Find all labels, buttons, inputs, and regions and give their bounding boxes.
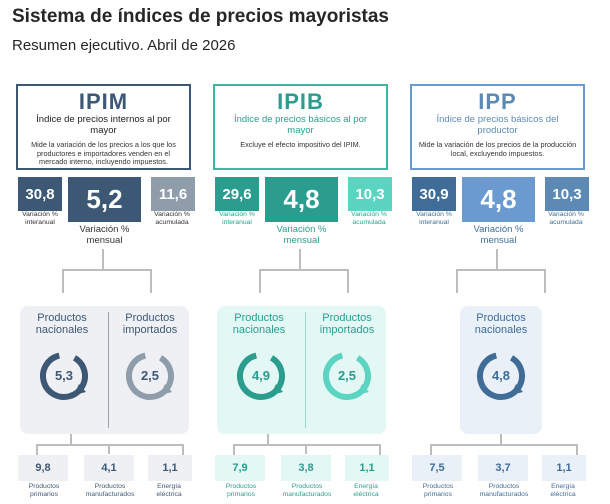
connector-line [299,249,301,269]
acumulada-label: Variación % acumulada [351,211,387,226]
page-subtitle: Resumen ejecutivo. Abril de 2026 [12,37,236,54]
connector-line [233,444,381,456]
index-subtitle: Índice de precios básicos al por mayor [233,114,368,136]
connector-line [500,434,502,444]
connector-line [108,444,110,454]
mensual-label: Variación % mensual [79,224,130,246]
breakdown-value: 1,1 [345,455,389,481]
ring-icon [126,352,174,400]
index-description: Mide la variación de los precios de la p… [418,140,577,158]
breakdown-value: 7,5 [412,455,462,481]
breakdown-label: Productos primarios [422,483,454,498]
breakdown-value: 4,1 [84,455,134,481]
mensual-value: 4,8 [462,177,535,222]
interanual-value: 30,8 [18,177,62,211]
connector-line [102,249,104,269]
index-name: IPIM [78,89,129,114]
breakdown-value: 7,9 [215,455,265,481]
connector-line [430,444,578,456]
connector-line [259,269,349,293]
index-description: Excluye el efecto impositivo del IPIM. [240,140,361,149]
breakdown-label: Productos manufacturados [85,483,135,498]
connector-line [305,444,307,454]
ipim-column: IPIM Índice de precios internos al por m… [14,84,197,504]
ipim-header-box: IPIM Índice de precios internos al por m… [16,84,191,170]
breakdown-label: Energía eléctrica [353,483,379,498]
index-name: IPP [478,89,517,114]
breakdown-label: Productos primarios [28,483,60,498]
group-value: 2,5 [140,368,160,383]
panel-divider [305,312,306,428]
acumulada-label: Variación % acumulada [154,211,190,226]
mensual-value: 5,2 [68,177,141,222]
ring-icon [477,352,525,400]
index-description: Mide la variación de los precios a los q… [31,140,176,167]
breakdown-value: 3,8 [281,455,331,481]
acumulada-label: Variación % acumulada [548,211,584,226]
breakdown-label: Productos manufacturados [479,483,529,498]
ring-icon [40,352,88,400]
breakdown-value: 9,8 [18,455,68,481]
products-panel: Productos nacionales 4,8 [460,306,542,434]
mensual-label: Variación % mensual [473,224,524,246]
connector-line [456,269,546,293]
connector-line [36,444,184,456]
interanual-label: Variación % interanual [219,211,255,226]
group-label: Productos nacionales [35,312,89,336]
connector-line [62,269,152,293]
breakdown-value: 1,1 [542,455,586,481]
mensual-label: Variación % mensual [276,224,327,246]
interanual-label: Variación % interanual [22,211,58,226]
group-label: Productos importados [122,312,178,336]
ipib-column: IPIB Índice de precios básicos al por ma… [211,84,394,504]
index-name: IPIB [277,89,324,114]
group-label: Productos nacionales [232,312,286,336]
group-value: 4,9 [251,368,271,383]
breakdown-label: Energía eléctrica [156,483,182,498]
mensual-value: 4,8 [265,177,338,222]
ipp-column: IPP Índice de precios básicos del produc… [408,84,591,504]
connector-line [496,249,498,269]
connector-line [267,434,269,444]
breakdown-value: 1,1 [148,455,192,481]
ipp-header-box: IPP Índice de precios básicos del produc… [410,84,585,170]
index-subtitle: Índice de precios básicos del productor [436,114,559,136]
interanual-value: 29,6 [215,177,259,211]
ring-icon [237,352,285,400]
connector-line [70,434,72,444]
products-panel: Productos nacionales Productos importado… [217,306,386,434]
group-value: 5,3 [54,368,74,383]
breakdown-label: Productos primarios [225,483,257,498]
group-label: Productos nacionales [474,312,528,336]
ring-icon [323,352,371,400]
panel-divider [108,312,109,428]
breakdown-label: Energía eléctrica [550,483,576,498]
group-value: 4,8 [491,368,511,383]
breakdown-label: Productos manufacturados [282,483,332,498]
breakdown-value: 3,7 [478,455,528,481]
acumulada-value: 10,3 [348,177,392,211]
ipib-header-box: IPIB Índice de precios básicos al por ma… [213,84,388,170]
acumulada-value: 10,3 [545,177,589,211]
group-value: 2,5 [337,368,357,383]
page-title: Sistema de índices de precios mayoristas [12,6,390,27]
index-subtitle: Índice de precios internos al por mayor [36,114,171,136]
interanual-value: 30,9 [412,177,456,211]
interanual-label: Variación % interanual [416,211,452,226]
group-label: Productos importados [319,312,375,336]
acumulada-value: 11,6 [151,177,195,211]
products-panel: Productos nacionales Productos importado… [20,306,189,434]
